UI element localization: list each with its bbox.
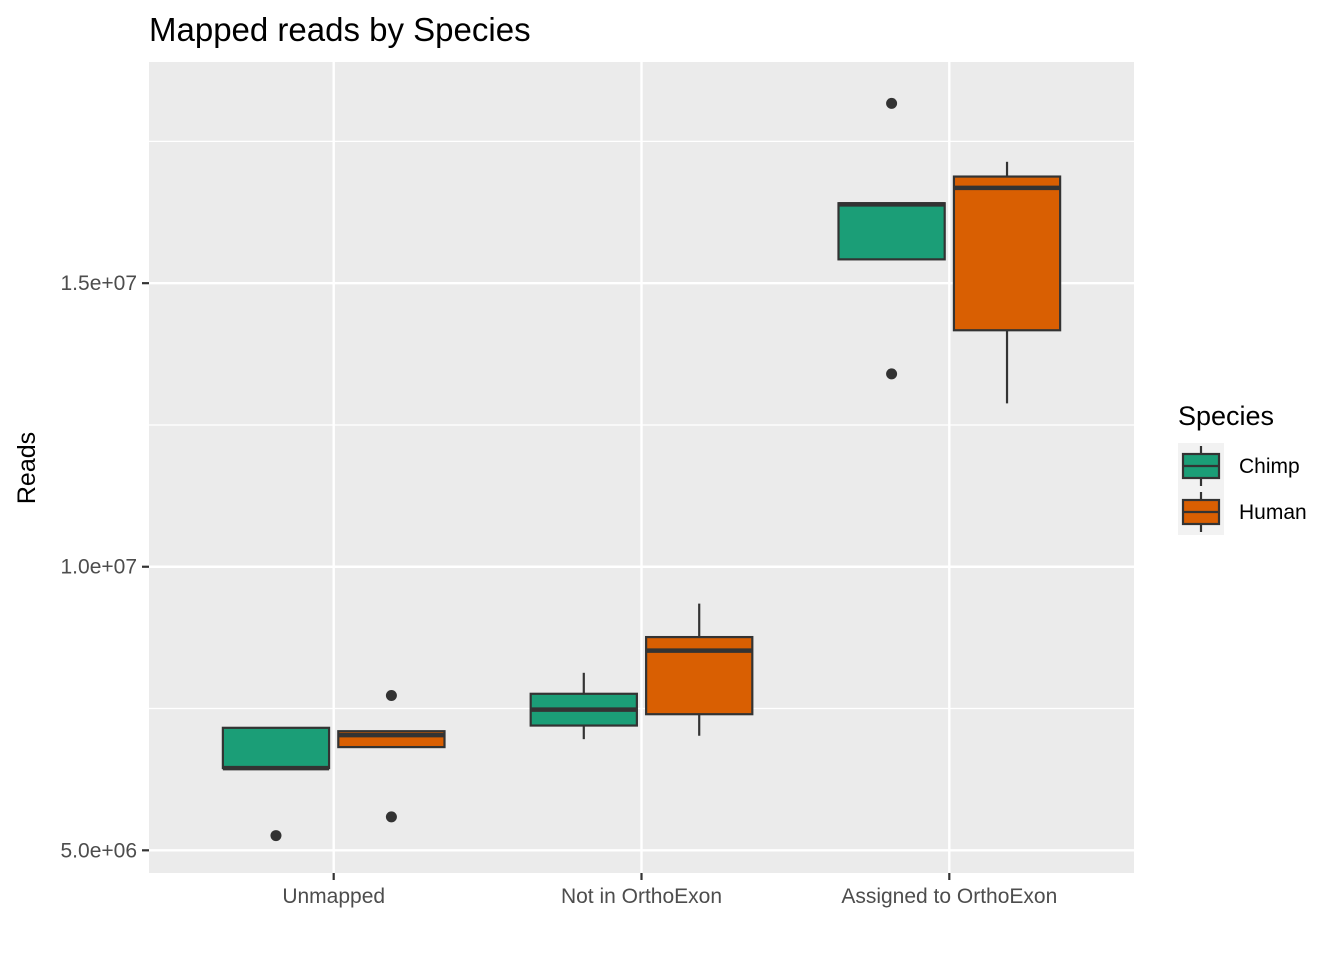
box-chimp-0	[221, 726, 331, 842]
outlier-point	[385, 689, 397, 701]
box-body	[221, 726, 331, 770]
box-chimp-1	[529, 672, 638, 740]
legend-label: Human	[1239, 501, 1307, 524]
legend: Species Chimp Human	[1178, 401, 1307, 535]
legend-title: Species	[1178, 401, 1274, 431]
chart-title: Mapped reads by Species	[149, 11, 531, 48]
y-axis: 5.0e+06 1.0e+07 1.5e+07	[61, 272, 149, 862]
outlier-point	[270, 830, 282, 842]
legend-key-chimp: Chimp	[1178, 443, 1300, 489]
y-tick-label: 1.5e+07	[61, 272, 138, 295]
box-series	[221, 97, 1062, 842]
y-tick-label: 5.0e+06	[61, 839, 138, 862]
legend-key-human: Human	[1178, 489, 1307, 535]
outlier-point	[385, 811, 397, 823]
x-axis: Unmapped Not in OrthoExon Assigned to Orth…	[282, 873, 1057, 908]
box-body	[952, 175, 1062, 332]
y-axis-title: Reads	[13, 432, 41, 504]
x-tick-label: Unmapped	[282, 885, 385, 908]
outlier-point	[886, 368, 898, 380]
box-human-2	[952, 161, 1062, 404]
x-tick-label: Assigned to OrthoExon	[841, 885, 1057, 908]
box-human-1	[645, 603, 754, 736]
outlier-point	[886, 97, 898, 109]
box-chimp-2	[837, 97, 946, 380]
box-human-0	[337, 689, 446, 823]
y-tick-label: 1.0e+07	[61, 556, 138, 579]
box-body	[837, 202, 946, 261]
x-tick-label: Not in OrthoExon	[561, 885, 722, 908]
legend-label: Chimp	[1239, 455, 1300, 478]
